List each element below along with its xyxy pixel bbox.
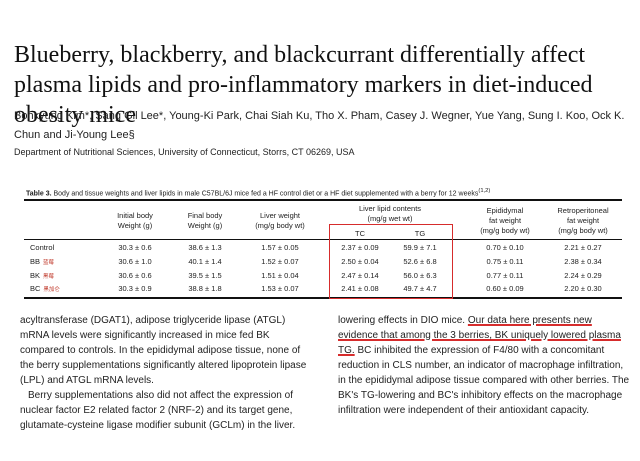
- cell-epididymal: 0.77 ± 0.11: [486, 271, 524, 280]
- affiliation: Department of Nutritional Sciences, Univ…: [14, 147, 355, 157]
- cell-liver: 1.52 ± 0.07: [261, 257, 299, 266]
- header-tc: TC: [355, 229, 365, 238]
- cell-initial: 30.3 ± 0.6: [118, 243, 152, 252]
- cell-tc: 2.41 ± 0.08: [341, 284, 379, 293]
- paragraph: Berry supplementations also did not affe…: [20, 390, 296, 431]
- header-epididymal: Epididymal fat weight (mg/g body wt): [480, 206, 530, 235]
- header-retroperitoneal: Retroperitoneal fat weight (mg/g body wt…: [557, 206, 609, 235]
- cell-final: 38.8 ± 1.8: [188, 284, 222, 293]
- table-caption: Table 3. Body and tissue weights and liv…: [26, 186, 626, 199]
- cell-liver: 1.53 ± 0.07: [261, 284, 299, 293]
- cell-final: 39.5 ± 1.5: [188, 271, 222, 280]
- header-liver-lipids: Liver lipid contents (mg/g wet wt): [358, 204, 422, 223]
- cell-final: 40.1 ± 1.4: [188, 257, 222, 266]
- cell-tg: 49.7 ± 4.7: [403, 284, 437, 293]
- table-header-rule: [24, 239, 622, 240]
- cell-final: 38.6 ± 1.3: [188, 243, 222, 252]
- cell-tg: 52.6 ± 6.8: [403, 257, 437, 266]
- body-text-right: lowering effects in DIO mice. Our data h…: [338, 313, 630, 418]
- paragraph: lowering effects in DIO mice. Our data h…: [338, 315, 630, 416]
- tc-tg-highlight-box: [329, 224, 453, 299]
- cell-epididymal: 0.75 ± 0.11: [486, 257, 524, 266]
- cell-retroperitoneal: 2.24 ± 0.29: [564, 271, 602, 280]
- header-initial: Initial body Weight (g): [117, 211, 153, 230]
- table-bottom-rule: [24, 297, 622, 299]
- cell-initial: 30.3 ± 0.9: [118, 284, 152, 293]
- cell-tg: 56.0 ± 6.3: [403, 271, 437, 280]
- header-tg: TG: [414, 229, 426, 238]
- caption-footnote: (1,2): [478, 188, 491, 194]
- cell-tc: 2.50 ± 0.04: [341, 257, 379, 266]
- cell-retroperitoneal: 2.20 ± 0.30: [564, 284, 602, 293]
- cell-initial: 30.6 ± 0.6: [118, 271, 152, 280]
- header-final: Final body Weight (g): [187, 211, 223, 230]
- cell-liver: 1.57 ± 0.05: [261, 243, 299, 252]
- cell-tg: 59.9 ± 7.1: [403, 243, 437, 252]
- row-label-control: Control: [30, 243, 55, 252]
- cell-retroperitoneal: 2.38 ± 0.34: [564, 257, 602, 266]
- paragraph: acyltransferase (DGAT1), adipose triglyc…: [20, 315, 307, 386]
- cell-tc: 2.47 ± 0.14: [341, 271, 379, 280]
- paper-title: Blueberry, blackberry, and blackcurrant …: [14, 42, 593, 128]
- author-list: Bohkyung Kim*, Sang Gil Lee*, Young-Ki P…: [14, 110, 625, 141]
- body-text-left: acyltransferase (DGAT1), adipose triglyc…: [20, 313, 316, 433]
- row-label-bc: BC 黑加仑: [30, 284, 60, 293]
- header-liver-weight: Liver weight (mg/g body wt): [255, 211, 305, 230]
- caption-text: Body and tissue weights and liver lipids…: [51, 190, 479, 198]
- table-top-rule: [24, 199, 622, 201]
- table-label: Table 3.: [26, 190, 52, 198]
- cell-initial: 30.6 ± 1.0: [118, 257, 152, 266]
- cell-retroperitoneal: 2.21 ± 0.27: [564, 243, 602, 252]
- row-label-bb: BB 蓝莓: [30, 257, 55, 266]
- cell-tc: 2.37 ± 0.09: [341, 243, 379, 252]
- row-label-bk: BK 黑莓: [30, 271, 55, 280]
- cell-liver: 1.51 ± 0.04: [261, 271, 299, 280]
- cell-epididymal: 0.60 ± 0.09: [486, 284, 524, 293]
- cell-epididymal: 0.70 ± 0.10: [486, 243, 524, 252]
- highlighted-sentence: Our data here presents new evidence that…: [338, 315, 621, 356]
